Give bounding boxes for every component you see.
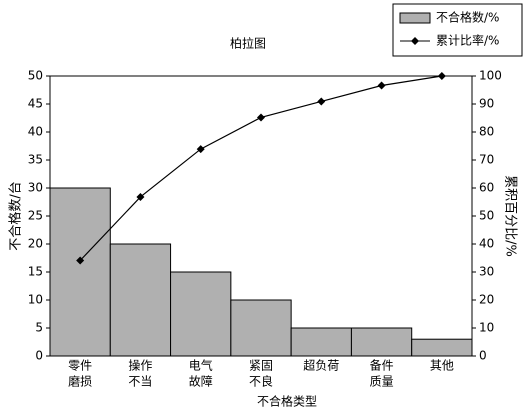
legend-label: 累计比率/% (436, 33, 499, 48)
x-tick-label: 其他 (430, 359, 454, 373)
y-tick-label: 45 (28, 97, 43, 111)
x-tick-label: 操作 (128, 358, 152, 373)
legend-swatch (399, 12, 431, 24)
legend-marker (411, 37, 419, 45)
y-tick-label: 20 (28, 237, 43, 251)
y2-tick-label: 10 (479, 321, 494, 335)
y-tick-label: 0 (35, 349, 43, 363)
y2-tick-label: 30 (479, 265, 494, 279)
y2-tick-label: 20 (479, 293, 494, 307)
cumulative-line (79, 75, 442, 261)
x-tick-label: 故障 (189, 374, 213, 389)
bar (230, 299, 292, 357)
cumulative-marker (377, 81, 386, 90)
y2-tick-label: 100 (479, 69, 502, 83)
bar (170, 271, 232, 357)
x-tick-label: 不当 (128, 375, 152, 389)
cumulative-marker (136, 192, 145, 201)
cumulative-marker (196, 145, 205, 154)
x-tick-label: 电气 (189, 358, 213, 373)
y2-tick-label: 40 (479, 237, 494, 251)
y-tick-label: 25 (28, 209, 43, 223)
y2-axis-label: 累积百分比/% (503, 175, 518, 257)
bar (109, 243, 172, 357)
y-tick-label: 15 (28, 265, 43, 279)
bar (411, 338, 473, 357)
x-tick-label: 超负荷 (303, 358, 339, 373)
y-tick-label: 35 (28, 153, 43, 167)
x-tick-label: 备件 (370, 359, 394, 373)
x-axis-label: 不合格类型 (257, 394, 317, 409)
y2-tick-label: 80 (479, 125, 494, 139)
cumulative-marker (257, 113, 265, 122)
x-tick-label: 磨损 (68, 375, 92, 389)
y-axis-label: 不合格数/台 (8, 181, 24, 250)
x-tick-label: 零件 (68, 359, 92, 373)
y2-tick-label: 50 (479, 209, 494, 223)
cumulative-marker (76, 256, 85, 265)
chart-title: 柏拉图 (230, 36, 266, 51)
x-tick-label: 不良 (249, 374, 273, 389)
y2-tick-label: 60 (479, 181, 494, 195)
bar (350, 327, 413, 357)
y-tick-label: 50 (28, 69, 43, 83)
y-tick-label: 40 (28, 125, 43, 139)
bar (290, 327, 352, 357)
y2-tick-label: 70 (479, 153, 494, 167)
y-tick-label: 10 (28, 293, 43, 307)
legend-label: 不合格数/% (436, 10, 499, 25)
cumulative-marker (317, 97, 326, 106)
x-tick-label: 紧固 (249, 359, 273, 373)
x-tick-label: 质量 (370, 375, 394, 389)
y-tick-label: 5 (35, 321, 43, 335)
bar (49, 187, 111, 357)
y-tick-label: 30 (28, 181, 43, 195)
y2-tick-label: 0 (479, 349, 487, 363)
y2-tick-label: 90 (479, 97, 494, 111)
